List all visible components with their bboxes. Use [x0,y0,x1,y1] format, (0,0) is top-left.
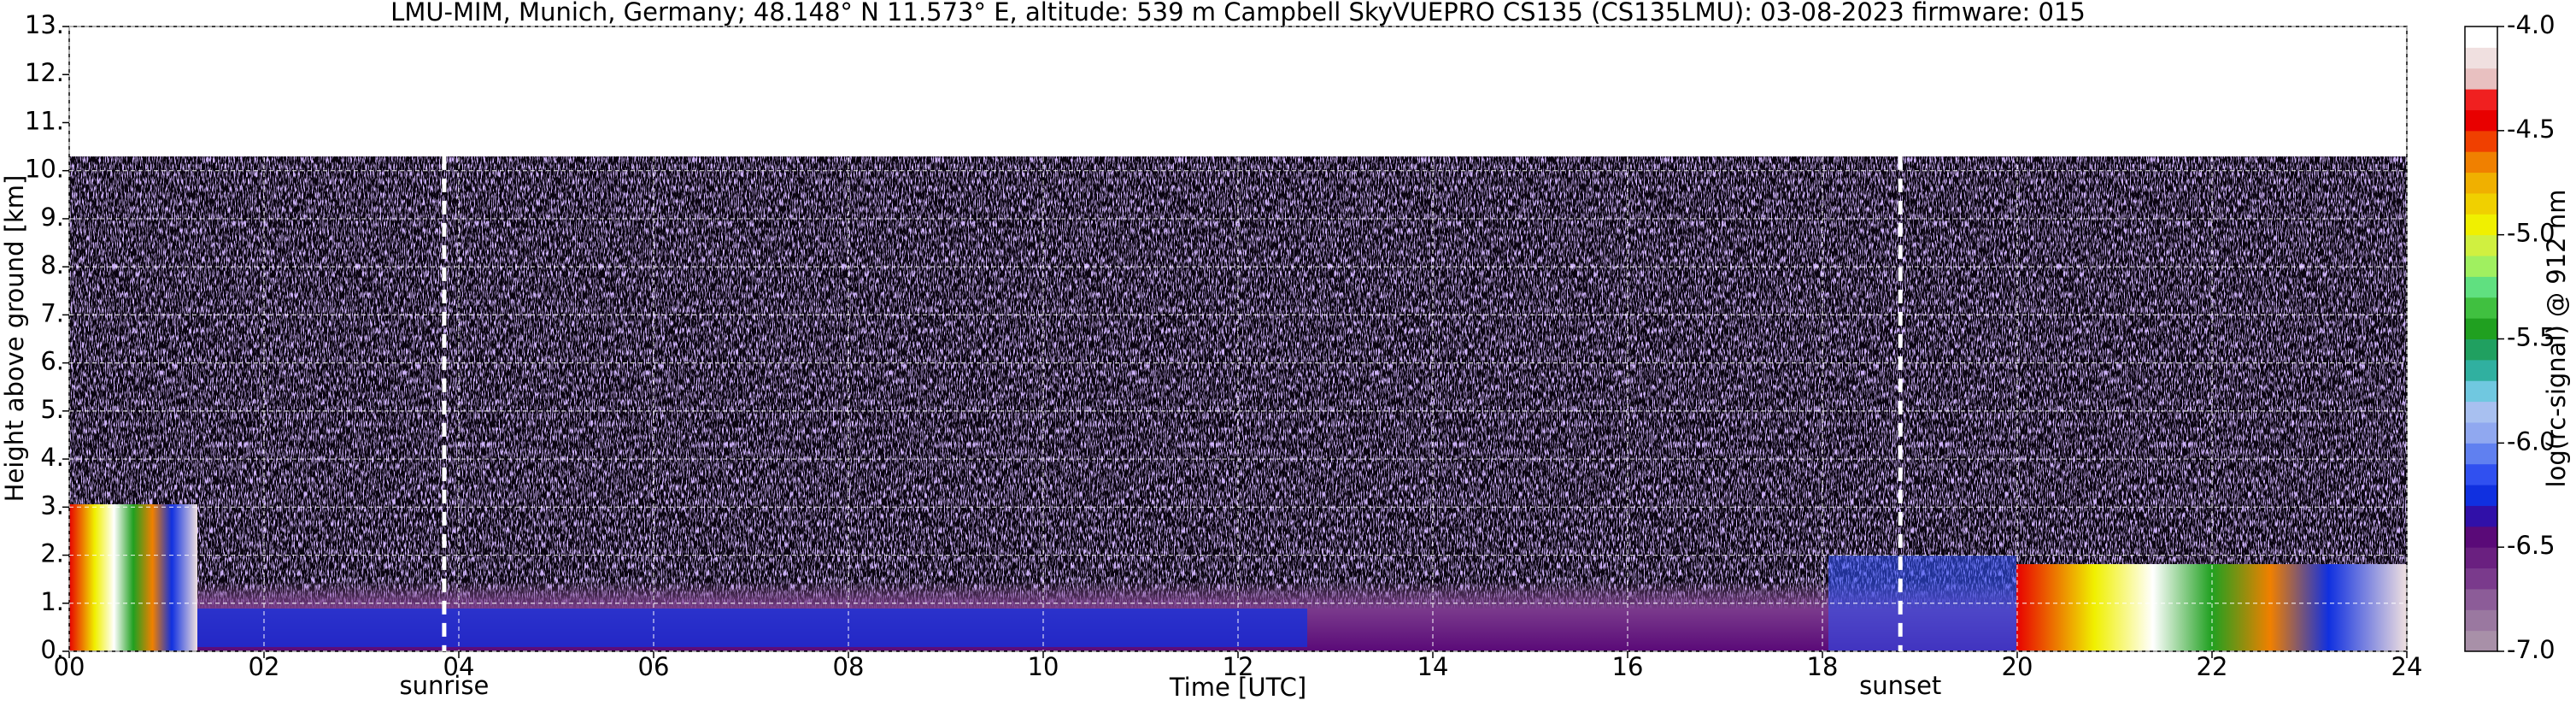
y-tick-label: 13. [25,10,64,39]
colorbar-segment [2465,568,2497,590]
y-tick-label: 0. [40,635,64,664]
colorbar-segment [2465,151,2497,174]
y-tick-label: 5. [40,395,64,424]
y-tick-label: 1. [40,587,64,616]
colorbar-segment [2465,443,2497,465]
y-axis-label: Height above ground [km] [0,175,29,503]
y-tick-label: 3. [40,491,64,520]
colorbar-segment [2465,256,2497,277]
y-tick-label: 12. [25,58,64,87]
colorbar-segment [2465,547,2497,569]
colorbar-tick-label: -5.0 [2507,219,2555,248]
colorbar-segment [2465,609,2497,632]
aerosol-layer [197,609,1307,647]
colorbar-segment [2465,192,2497,215]
colorbar-segment [2465,109,2497,132]
x-tick-label: 24 [2391,652,2423,681]
x-axis-label: Time [UTC] [1169,673,1306,702]
y-tick-label: 2. [40,539,64,568]
x-tick-label: 10 [1028,652,1059,681]
colorbar-segment [2465,421,2497,444]
colorbar-segment [2465,401,2497,423]
colorbar-segment [2465,463,2497,485]
colorbar-segment [2465,588,2497,610]
annotation-label: sunrise [399,671,489,700]
x-tick-label: 14 [1417,652,1449,681]
x-tick-label: 12 [1223,652,1254,681]
colorbar-segment [2465,234,2497,256]
cloud-block [69,504,197,651]
colorbar-segment [2465,26,2497,48]
colorbar-tick-label: -7.0 [2507,635,2555,664]
colorbar-segment [2465,214,2497,236]
colorbar-segment [2465,359,2497,381]
x-tick-label: 20 [2002,652,2033,681]
colorbar-segment [2465,68,2497,90]
x-tick-label: 06 [638,652,670,681]
y-tick-label: 9. [40,203,64,232]
y-tick-label: 10. [25,155,64,184]
chart-title: LMU-MIM, Munich, Germany; 48.148° N 11.5… [390,0,2086,26]
colorbar-tick-label: -6.0 [2507,427,2555,456]
colorbar-tick-label: -5.5 [2507,323,2555,352]
colorbar-segment [2465,276,2497,298]
colorbar-segment [2465,338,2497,361]
y-tick-label: 8. [40,250,64,279]
y-tick-label: 7. [40,298,64,327]
x-tick-label: 04 [443,652,475,681]
colorbar-segment [2465,526,2497,548]
colorbar-segment [2465,297,2497,319]
x-tick-label: 22 [2197,652,2228,681]
colorbar-segment [2465,47,2497,69]
colorbar-segment [2465,318,2497,339]
y-tick-label: 6. [40,347,64,376]
colorbar-segment [2465,505,2497,527]
x-tick-label: 16 [1612,652,1644,681]
colorbar-tick-label: -6.5 [2507,531,2555,560]
colorbar-segment [2465,630,2497,652]
colorbar-tick-label: -4.5 [2507,115,2555,144]
y-tick-label: 4. [40,443,64,472]
y-tick-label: 11. [25,106,64,135]
colorbar-segment [2465,130,2497,152]
x-tick-label: 18 [1807,652,1839,681]
x-tick-label: 00 [54,652,85,681]
annotation-label: sunset [1859,671,1941,700]
colorbar-segment [2465,172,2497,194]
colorbar-label: log(rc-signal) @ 912 nm [2542,190,2571,488]
x-tick-label: 02 [249,652,280,681]
colorbar-segment [2465,89,2497,110]
colorbar-tick-label: -4.0 [2507,10,2555,39]
colorbar-segment [2465,380,2497,403]
colorbar-segment [2465,485,2497,506]
x-tick-label: 08 [833,652,865,681]
